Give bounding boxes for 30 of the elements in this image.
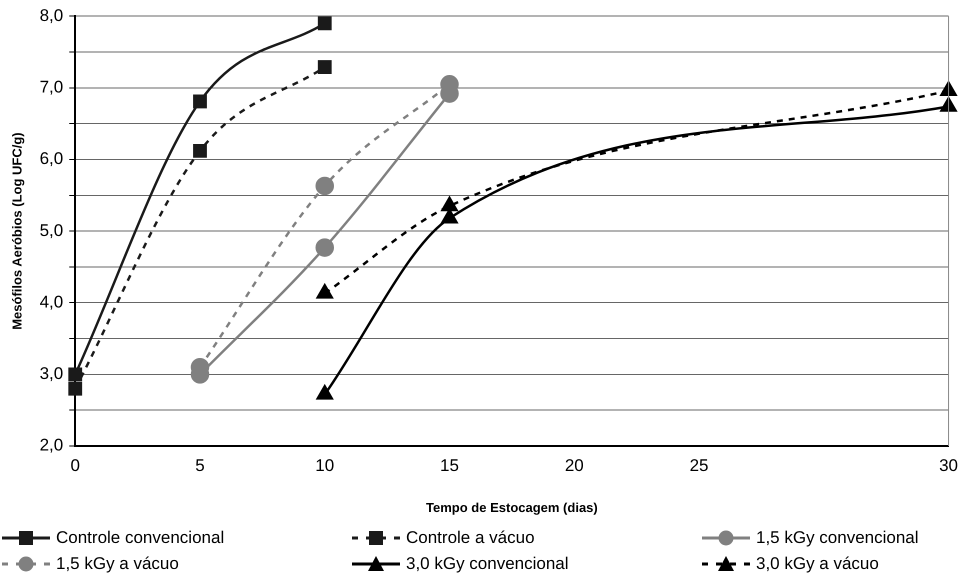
y-tick-label: 3,0 [40,364,64,384]
point [68,367,82,382]
point [318,60,332,74]
y-tick-label: 6,0 [40,149,64,168]
legend-label: Controle a vácuo [406,528,535,548]
y-tick-label: 4,0 [40,292,64,312]
legend-label: 3,0 kGy convencional [406,554,569,574]
point [68,382,82,396]
point [316,176,334,196]
x-tick-label: 20 [564,456,584,475]
y-tick-label: 5,0 [40,220,64,240]
x-tick-label: 5 [195,456,205,475]
x-tick-label: 30 [939,456,958,475]
y-tick-label: 7,0 [40,78,64,97]
point [193,144,207,158]
x-tick-label: 25 [690,456,708,475]
point [316,238,334,257]
y-tick-label: 8,0 [40,6,64,25]
legend-label: 3,0 kGy a vácuo [756,554,879,574]
y-axis-title: Mesófilos Aeróbios (Log UFC/g) [9,132,24,330]
x-axis-title: Tempo de Estocagem (dias) [426,500,598,515]
x-tick-label: 15 [440,456,459,475]
legend-label: 1,5 kGy convencional [756,528,919,548]
x-tick-label: 10 [315,456,334,475]
y-tick-label: 2,0 [40,436,64,455]
x-tick-label: 0 [70,456,80,475]
legend-label: Controle convencional [56,528,224,548]
legend-label: 1,5 kGy a vácuo [56,554,179,574]
point [318,16,332,30]
point [193,94,207,108]
